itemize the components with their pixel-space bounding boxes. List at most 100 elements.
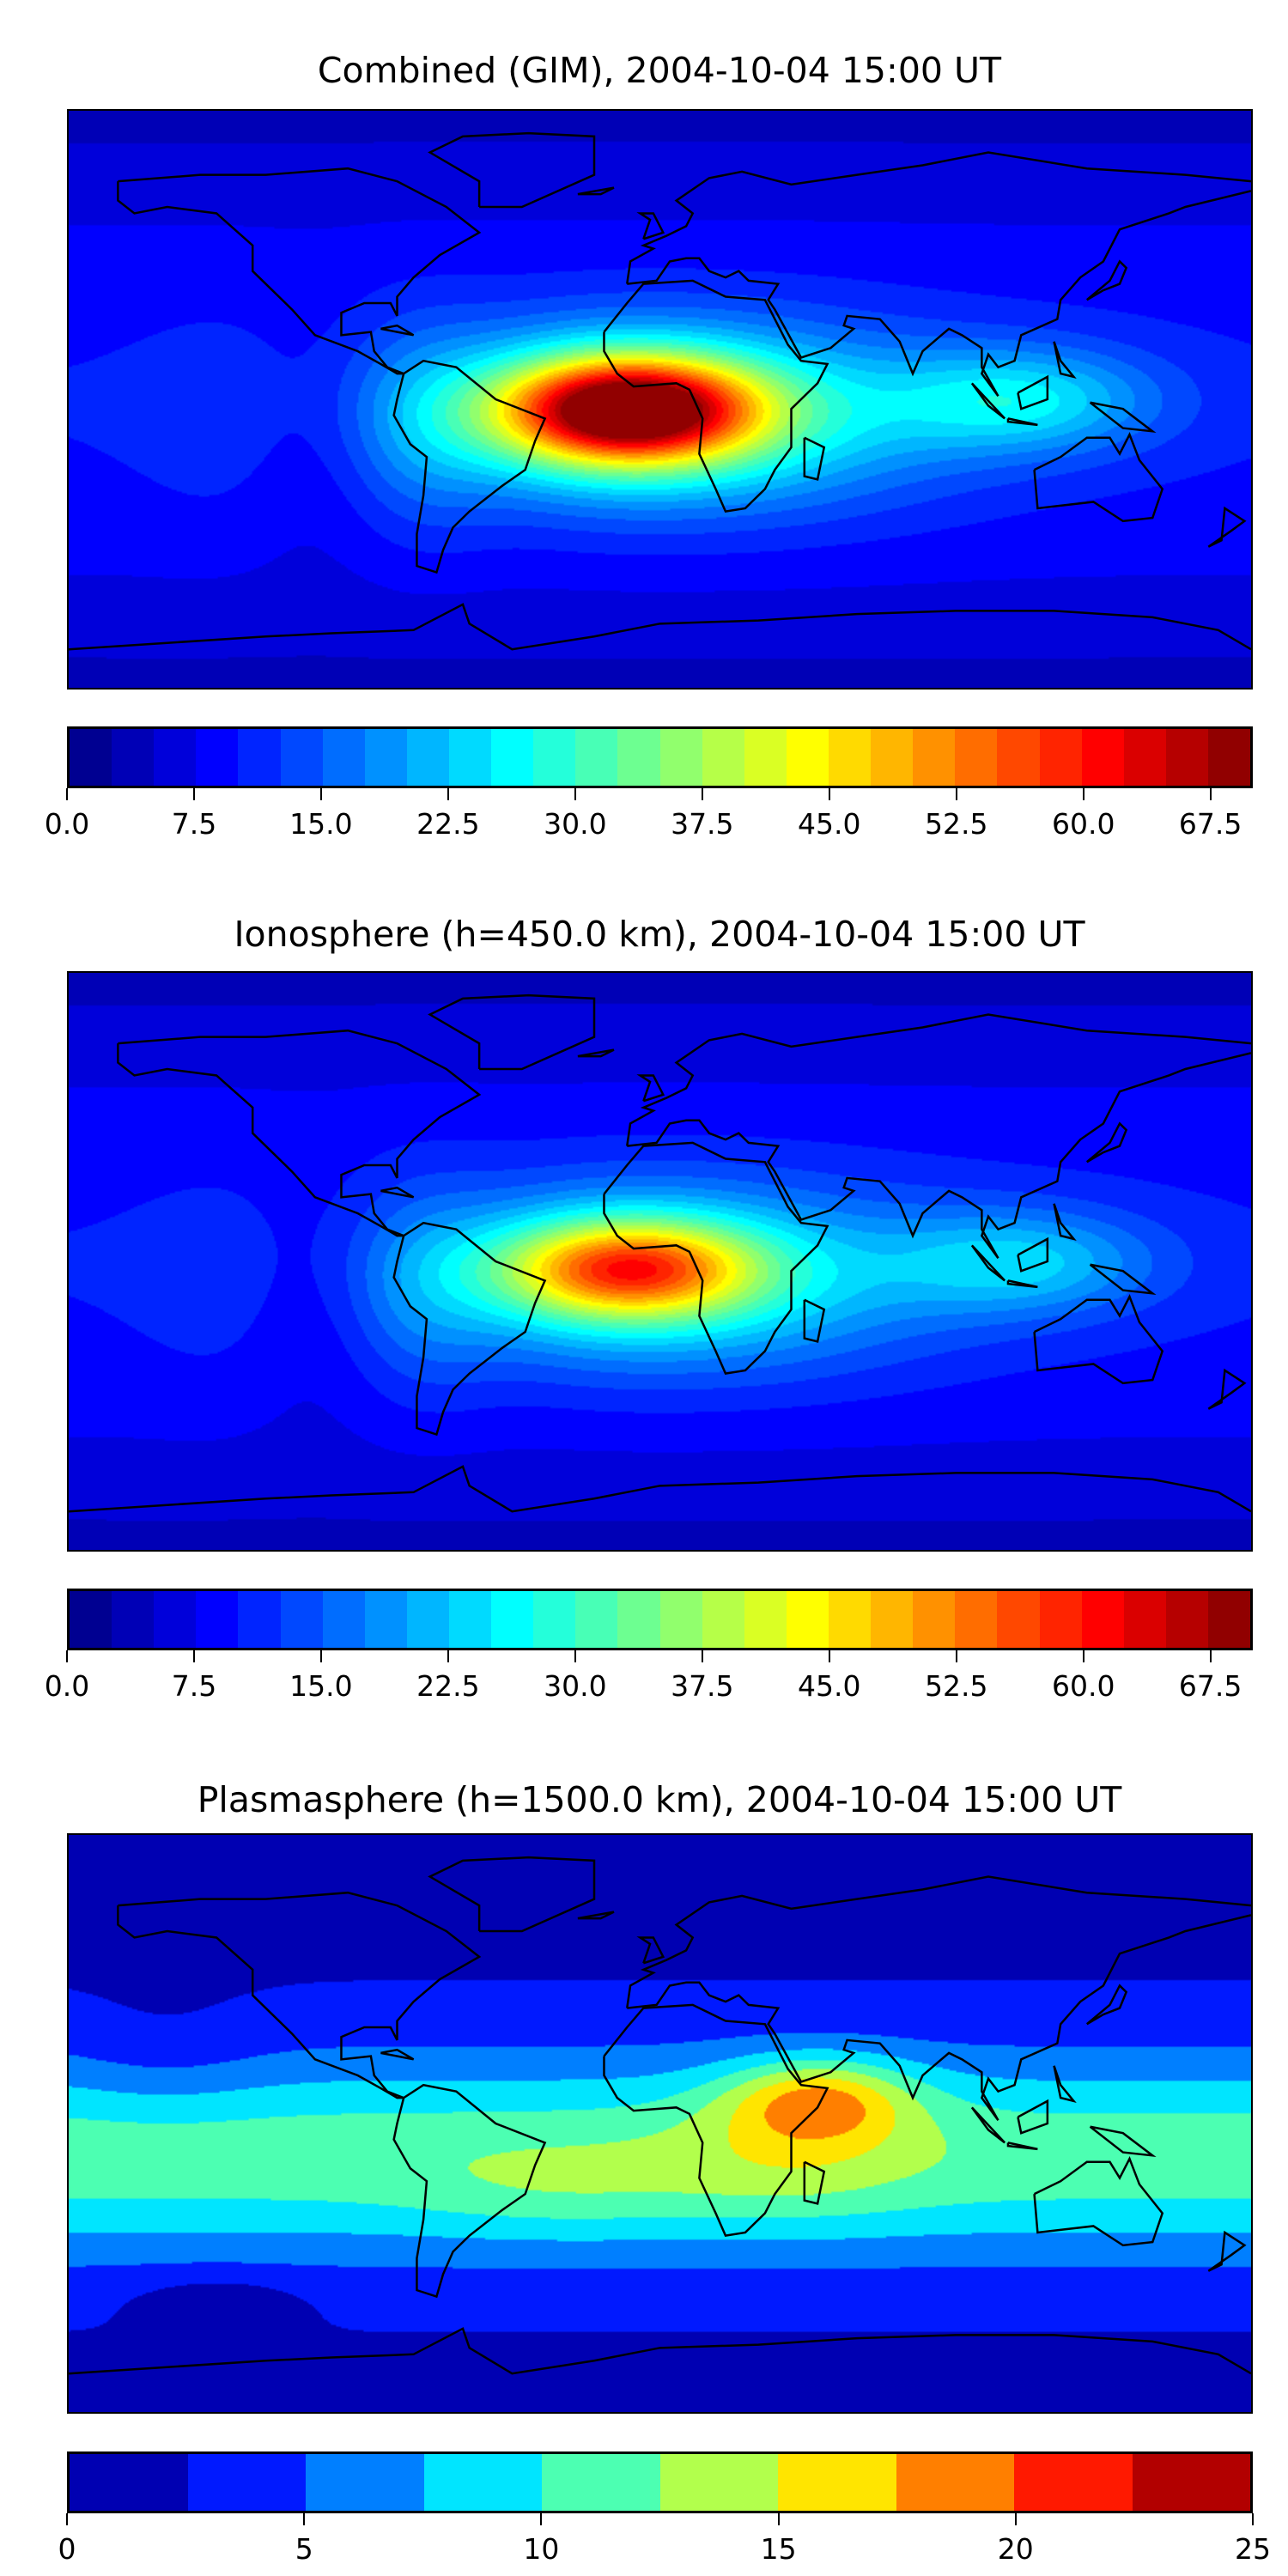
colorbar-swatch — [280, 1591, 323, 1648]
colorbar-swatch — [1081, 729, 1124, 786]
colorbar-swatch — [406, 729, 449, 786]
coastline — [1035, 2159, 1163, 2245]
colorbar-swatch — [896, 2454, 1014, 2511]
coastline — [627, 1877, 1251, 2008]
tick-label: 7.5 — [171, 807, 217, 841]
colorbar-swatch — [322, 729, 365, 786]
colorbar-swatch — [423, 2454, 542, 2511]
colorbar-swatch — [786, 1591, 829, 1648]
coastline — [1091, 403, 1153, 432]
coastline — [1208, 1370, 1244, 1409]
coastline — [1008, 1280, 1037, 1286]
tick-label: 37.5 — [671, 1669, 734, 1703]
colorbar-swatch — [1123, 1591, 1166, 1648]
coastline — [627, 1015, 1251, 1146]
coastline — [1087, 1985, 1127, 2024]
map-title-plasmasphere: Plasmasphere (h=1500.0 km), 2004-10-04 1… — [197, 1779, 1122, 1820]
coastline — [1018, 2101, 1047, 2133]
coastline — [1018, 377, 1047, 409]
coastline — [69, 2329, 1251, 2373]
colorbar-swatch — [1207, 729, 1251, 786]
coastline — [578, 1912, 614, 1918]
coastline — [627, 1915, 1251, 2120]
tick-label: 15.0 — [289, 1669, 353, 1703]
colorbar-swatch — [112, 1591, 155, 1648]
coastline — [972, 383, 1005, 418]
colorbar-swatch — [1207, 1591, 1251, 1648]
coastline — [1208, 2233, 1244, 2271]
coastline — [1035, 1297, 1163, 1383]
coastline — [578, 1050, 614, 1056]
tick-label: 20 — [997, 2532, 1034, 2566]
colorbar-swatch — [542, 2454, 660, 2511]
coastline — [972, 2107, 1005, 2142]
colorbar-ionosphere — [67, 1589, 1253, 1650]
coastline — [604, 2005, 827, 2236]
coastline — [430, 1857, 594, 1931]
coastline — [641, 1075, 664, 1101]
tick-label: 37.5 — [671, 807, 734, 841]
heatmap-ionosphere — [69, 973, 1251, 1550]
tick-label: 22.5 — [416, 807, 480, 841]
colorbar-ticks-combined: 0.0 7.5 15.0 22.5 30.0 37.5 45.0 52.5 60.0 67.5 — [45, 788, 1253, 841]
colorbar-swatch — [448, 729, 492, 786]
tick-label: 10 — [523, 2532, 560, 2566]
colorbar-swatch — [491, 1591, 534, 1648]
colorbar-ticks-plasmasphere: 0 5 10 15 20 25 — [58, 2513, 1271, 2566]
tick-label: 0.0 — [44, 807, 90, 841]
colorbar-swatch — [187, 2454, 306, 2511]
coastline — [1054, 2066, 1074, 2101]
tick-label: 25 — [1235, 2532, 1271, 2566]
coastlines — [69, 973, 1251, 1550]
colorbar-swatch — [575, 729, 618, 786]
coastline — [69, 1467, 1251, 1511]
colorbar-swatch — [1014, 2454, 1133, 2511]
tick-label: 52.5 — [925, 807, 988, 841]
colorbar-swatch — [196, 1591, 239, 1648]
coastline — [604, 1143, 827, 1374]
coastline — [394, 1223, 545, 1434]
coastline — [430, 995, 594, 1069]
coastline — [1091, 1265, 1153, 1294]
map-combined — [67, 109, 1253, 690]
tick-label: 7.5 — [171, 1669, 217, 1703]
tick-label: 60.0 — [1051, 807, 1115, 841]
coastline — [430, 133, 594, 207]
colorbar-swatch — [238, 729, 281, 786]
colorbar-swatch — [617, 729, 660, 786]
colorbar-swatch — [955, 1591, 998, 1648]
coastline — [69, 605, 1251, 649]
tick-label: 22.5 — [416, 1669, 480, 1703]
coastline — [394, 361, 545, 572]
colorbar-swatch — [1081, 1591, 1124, 1648]
colorbar-swatch — [112, 729, 155, 786]
colorbar-swatch — [913, 729, 956, 786]
colorbar-swatch — [1165, 729, 1208, 786]
colorbar-swatch — [491, 729, 534, 786]
colorbar-swatch — [702, 729, 744, 786]
coastline — [641, 1937, 664, 1963]
colorbar-swatch — [1123, 729, 1166, 786]
coastline — [805, 1300, 824, 1342]
colorbar-swatch — [828, 1591, 872, 1648]
coastline — [1054, 1204, 1074, 1239]
coastlines — [69, 111, 1251, 688]
map-plasmasphere — [67, 1833, 1253, 2414]
colorbar-swatch — [778, 2454, 896, 2511]
colorbar-swatch — [744, 729, 787, 786]
colorbar-swatch — [364, 729, 407, 786]
coastline — [641, 213, 664, 239]
coastline — [578, 188, 614, 194]
colorbar-combined — [67, 726, 1253, 788]
coastline — [1054, 342, 1074, 377]
tick-label: 30.0 — [544, 1669, 607, 1703]
map-ionosphere — [67, 971, 1253, 1552]
coastline — [1008, 2142, 1037, 2148]
coastline — [380, 2050, 413, 2059]
coastline — [1035, 434, 1163, 521]
coastline — [1018, 1239, 1047, 1271]
colorbar-swatch — [913, 1591, 956, 1648]
colorbar-swatch — [1039, 729, 1082, 786]
coastline — [972, 1245, 1005, 1280]
coastline — [380, 1188, 413, 1197]
